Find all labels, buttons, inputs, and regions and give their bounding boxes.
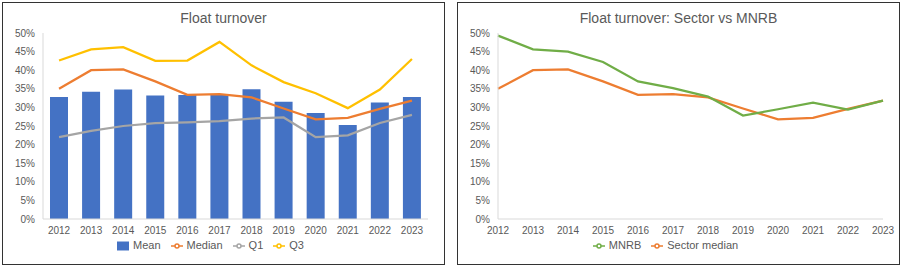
svg-text:20%: 20% bbox=[15, 139, 35, 150]
svg-text:2023: 2023 bbox=[401, 225, 424, 236]
svg-text:2020: 2020 bbox=[767, 225, 790, 236]
svg-text:2017: 2017 bbox=[208, 225, 231, 236]
svg-text:10%: 10% bbox=[15, 176, 35, 187]
svg-text:2015: 2015 bbox=[144, 225, 167, 236]
svg-text:45%: 45% bbox=[15, 46, 35, 57]
html-text:Sector median: Sector median bbox=[667, 239, 739, 251]
svg-text:2021: 2021 bbox=[337, 225, 360, 236]
html-text:Float turnover: Sector vs MNRB: Float turnover: Sector vs MNRB bbox=[579, 10, 778, 26]
html-text:MNRB: MNRB bbox=[608, 239, 642, 251]
svg-text:2023: 2023 bbox=[872, 225, 895, 236]
svg-text:40%: 40% bbox=[470, 65, 490, 76]
html-text:Mean: Mean bbox=[133, 239, 161, 251]
svg-text:2019: 2019 bbox=[732, 225, 755, 236]
svg-text:0%: 0% bbox=[21, 214, 36, 225]
svg-text:50%: 50% bbox=[15, 28, 35, 39]
svg-text:2022: 2022 bbox=[369, 225, 392, 236]
svg-text:35%: 35% bbox=[15, 83, 35, 94]
svg-text:2012: 2012 bbox=[48, 225, 71, 236]
svg-text:30%: 30% bbox=[470, 102, 490, 113]
svg-text:2016: 2016 bbox=[627, 225, 650, 236]
svg-text:25%: 25% bbox=[15, 121, 35, 132]
svg-text:2014: 2014 bbox=[557, 225, 580, 236]
svg-text:5%: 5% bbox=[476, 195, 491, 206]
svg-text:2022: 2022 bbox=[837, 225, 860, 236]
svg-text:40%: 40% bbox=[15, 65, 35, 76]
svg-text:15%: 15% bbox=[470, 158, 490, 169]
svg-text:50%: 50% bbox=[470, 28, 490, 39]
svg-text:2012: 2012 bbox=[487, 225, 510, 236]
svg-text:25%: 25% bbox=[470, 121, 490, 132]
svg-text:2014: 2014 bbox=[112, 225, 135, 236]
svg-text:2019: 2019 bbox=[273, 225, 296, 236]
html-text:Float turnover: Float turnover bbox=[180, 10, 267, 26]
svg-text:35%: 35% bbox=[470, 83, 490, 94]
svg-text:2013: 2013 bbox=[522, 225, 545, 236]
html-text:Q1: Q1 bbox=[248, 239, 264, 251]
svg-text:30%: 30% bbox=[15, 102, 35, 113]
svg-text:5%: 5% bbox=[21, 195, 36, 206]
svg-text:45%: 45% bbox=[470, 46, 490, 57]
svg-text:20%: 20% bbox=[470, 139, 490, 150]
html-text:Median: Median bbox=[186, 239, 223, 251]
svg-text:2018: 2018 bbox=[240, 225, 263, 236]
svg-text:15%: 15% bbox=[15, 158, 35, 169]
html-text:Q3: Q3 bbox=[289, 239, 304, 251]
svg-text:2018: 2018 bbox=[697, 225, 720, 236]
svg-text:2021: 2021 bbox=[802, 225, 825, 236]
svg-text:2015: 2015 bbox=[592, 225, 615, 236]
svg-text:2017: 2017 bbox=[662, 225, 685, 236]
svg-text:2020: 2020 bbox=[305, 225, 328, 236]
svg-text:10%: 10% bbox=[470, 176, 490, 187]
svg-text:0%: 0% bbox=[476, 214, 491, 225]
svg-text:2013: 2013 bbox=[80, 225, 103, 236]
svg-text:2016: 2016 bbox=[176, 225, 199, 236]
